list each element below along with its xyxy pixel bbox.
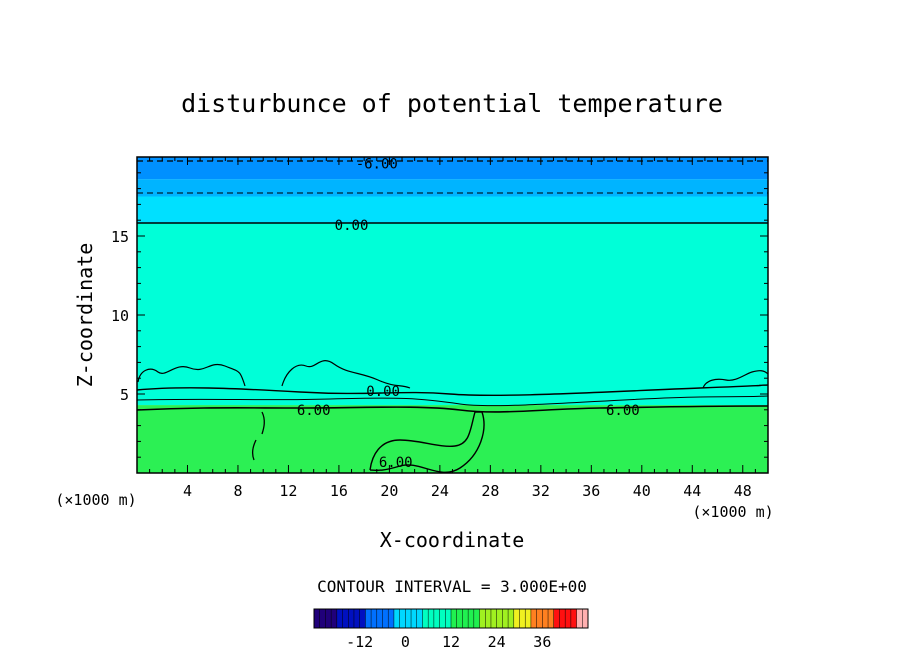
chart-title: disturbunce of potential temperature: [181, 89, 723, 118]
cloud-mid: [281, 360, 411, 389]
colorbar-cell: [490, 609, 497, 628]
contour-label-4: 6.00: [606, 403, 640, 419]
x-tick-label: 40: [633, 482, 651, 500]
colorbar-cell: [485, 609, 492, 628]
colorbar-cell: [331, 609, 338, 628]
contour-six-main: [136, 405, 769, 413]
colorbar-cell: [382, 609, 389, 628]
colorbar-cell: [548, 609, 555, 628]
colorbar-cell: [433, 609, 440, 628]
colorbar-cell: [353, 609, 360, 628]
colorbar-cell: [530, 609, 537, 628]
x-unit-right: (×1000 m): [692, 503, 773, 521]
colorbar-cell: [565, 609, 572, 628]
contour-zero-lower: [136, 384, 769, 397]
colorbar-cell: [371, 609, 378, 628]
colorbar-cell: [502, 609, 509, 628]
colorbar-cell: [348, 609, 355, 628]
cloud-left: [137, 364, 246, 387]
x-tick-label: 48: [734, 482, 752, 500]
x-tick-label: 8: [233, 482, 242, 500]
colorbar-cell: [462, 609, 469, 628]
contour-label-2: 0.00: [366, 384, 400, 400]
colorbar-cell: [416, 609, 423, 628]
x-tick-label: 24: [431, 482, 449, 500]
colorbar-tick-label: 24: [488, 633, 506, 651]
contour-label-1: 0.00: [335, 218, 369, 234]
colorbar-cell: [451, 609, 458, 628]
x-unit-left: (×1000 m): [55, 491, 136, 509]
colorbar-cell: [559, 609, 566, 628]
cloud-right: [702, 370, 769, 389]
colorbar-cell: [473, 609, 480, 628]
x-tick-label: 4: [183, 482, 192, 500]
contour-label-0: -6.00: [356, 156, 398, 172]
colorbar-cell: [359, 609, 366, 628]
x-tick-label: 36: [582, 482, 600, 500]
x-tick-label: 12: [279, 482, 297, 500]
colorbar-cell: [411, 609, 418, 628]
colorbar-cell: [513, 609, 520, 628]
contour-small-left: [261, 411, 265, 435]
colorbar-cell: [319, 609, 326, 628]
colorbar-cell: [428, 609, 435, 628]
colorbar-tick-label: 0: [401, 633, 410, 651]
contour-interval-label: CONTOUR INTERVAL = 3.000E+00: [317, 577, 587, 596]
colorbar-cell: [439, 609, 446, 628]
colorbar-tick-label: 36: [533, 633, 551, 651]
colorbar-cell: [582, 609, 589, 628]
x-tick-label: 44: [683, 482, 701, 500]
contour-small-left2: [252, 439, 257, 461]
colorbar-frame: [313, 608, 589, 629]
band-4: [137, 157, 768, 180]
contour-six-blob: [369, 411, 485, 473]
colorbar-cell: [422, 609, 429, 628]
x-tick-label: 20: [380, 482, 398, 500]
band-2: [137, 196, 768, 224]
colorbar-cell: [468, 609, 475, 628]
y-axis-label: Z-coordinate: [73, 243, 97, 388]
colorbar-cell: [519, 609, 526, 628]
colorbar-cell: [496, 609, 503, 628]
contour-label-3: 6.00: [297, 403, 331, 419]
x-axis-label: X-coordinate: [380, 528, 525, 552]
colorbar-tick-label: 12: [442, 633, 460, 651]
band-3: [137, 179, 768, 197]
colorbar-cell: [314, 609, 321, 628]
colorbar-tick-label: -12: [346, 633, 373, 651]
band-1: [137, 223, 768, 406]
colorbar-cell: [376, 609, 383, 628]
x-tick-label: 32: [532, 482, 550, 500]
colorbar-cell: [405, 609, 412, 628]
contour-three-thin: [136, 395, 769, 407]
y-tick-label: 10: [111, 307, 129, 325]
colorbar-cell: [456, 609, 463, 628]
colorbar-cell: [325, 609, 332, 628]
colorbar-cell: [536, 609, 543, 628]
colorbar-cell: [393, 609, 400, 628]
y-tick-label: 15: [111, 228, 129, 246]
colorbar-cell: [336, 609, 343, 628]
colorbar-cell: [570, 609, 577, 628]
band-0: [137, 405, 768, 473]
x-tick-label: 16: [330, 482, 348, 500]
colorbar: -12 0 12 24 36: [313, 608, 589, 651]
colorbar-cell: [508, 609, 515, 628]
colorbar-cell: [479, 609, 486, 628]
colorbar-cell: [525, 609, 532, 628]
plot-area: -6.000.000.006.00 6.006.004 8 12 16 20 24 28 32 3…: [111, 156, 769, 500]
colorbar-cell: [399, 609, 406, 628]
colorbar-cell: [542, 609, 549, 628]
colorbar-cell: [342, 609, 349, 628]
x-tick-label: 28: [481, 482, 499, 500]
y-tick-label: 5: [120, 386, 129, 404]
colorbar-cell: [576, 609, 583, 628]
colorbar-cell: [388, 609, 395, 628]
contour-label-5: 6.00: [379, 455, 413, 471]
colorbar-cell: [365, 609, 372, 628]
colorbar-cell: [445, 609, 452, 628]
colorbar-cell: [553, 609, 560, 628]
